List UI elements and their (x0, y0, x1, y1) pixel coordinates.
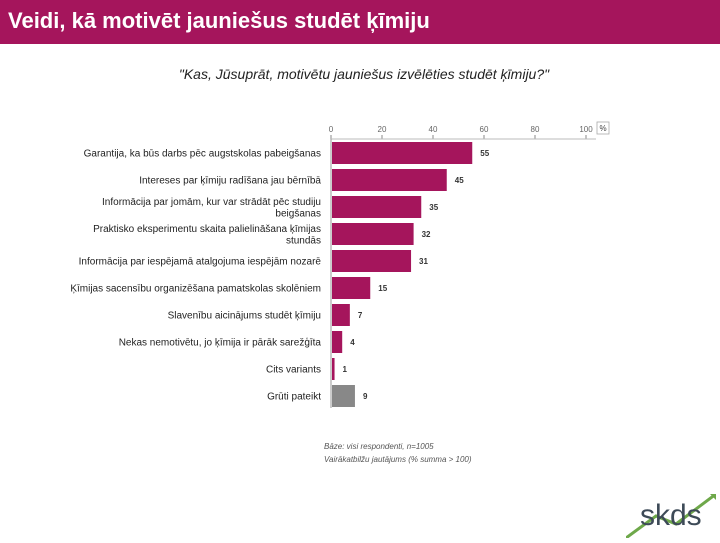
logo-accent-mark (625, 492, 717, 540)
bar-value-label: 31 (419, 257, 428, 266)
category-label: Informācija par jomām, kur var strādāt p… (102, 197, 321, 208)
bar (332, 169, 447, 191)
bar-value-label: 55 (480, 149, 489, 158)
bar (332, 331, 343, 353)
category-label: stundās (286, 235, 321, 246)
category-label: Cits variants (266, 365, 321, 376)
bar (332, 277, 371, 299)
bar-value-label: 32 (422, 230, 431, 239)
bar (332, 142, 473, 164)
bar-value-label: 35 (429, 203, 438, 212)
x-tick-label: 60 (480, 125, 489, 134)
logo-text: skds (640, 499, 702, 532)
category-label: Grūti pateikt (267, 392, 321, 403)
x-tick-label: 40 (429, 125, 438, 134)
unit-label: % (599, 124, 606, 133)
category-label: Garantija, ka būs darbs pēc augstskolas … (84, 149, 321, 160)
unit-box (596, 121, 610, 135)
chart-question: "Kas, Jūsuprāt, motivētu jauniešus izvēl… (178, 66, 550, 82)
bar (332, 385, 355, 407)
slide-title: Veidi, kā motivēt jauniešus studēt ķīmij… (8, 8, 430, 33)
bar-value-label: 1 (343, 365, 348, 374)
bar (332, 223, 414, 245)
category-label: Intereses par ķīmiju radīšana jau bērnīb… (139, 176, 321, 187)
x-tick-label: 80 (531, 125, 540, 134)
category-label: Slavenību aicinājums studēt ķīmiju (168, 311, 321, 322)
bar (332, 250, 412, 272)
bar (332, 304, 350, 326)
category-label: Ķīmijas sacensību organizēšana pamatskol… (70, 284, 321, 295)
bar (332, 358, 335, 380)
bar-value-label: 9 (363, 392, 368, 401)
footnote-base: Bāze: visi respondenti, n=1005 (324, 442, 434, 451)
category-label: Nekas nemotivētu, jo ķīmija ir pārāk sar… (119, 336, 322, 349)
title-bar: Veidi, kā motivēt jauniešus studēt ķīmij… (0, 0, 720, 44)
bar-value-label: 4 (350, 338, 355, 347)
x-tick-label: 20 (378, 125, 387, 134)
category-label: Praktisko eksperimentu skaita palielināš… (93, 224, 321, 235)
bar-value-label: 7 (358, 311, 363, 320)
footnote-multi-answer: Vairākatbilžu jautājums (% summa > 100) (324, 455, 472, 464)
skds-logo: skds (625, 492, 717, 540)
bar (332, 196, 422, 218)
x-tick-label: 0 (329, 125, 334, 134)
category-label: Informācija par iespējamā atalgojuma ies… (79, 257, 322, 268)
category-label: beigšanas (275, 208, 321, 219)
bar-value-label: 45 (455, 176, 464, 185)
x-tick-label: 100 (579, 125, 593, 134)
bar-value-label: 15 (378, 284, 387, 293)
